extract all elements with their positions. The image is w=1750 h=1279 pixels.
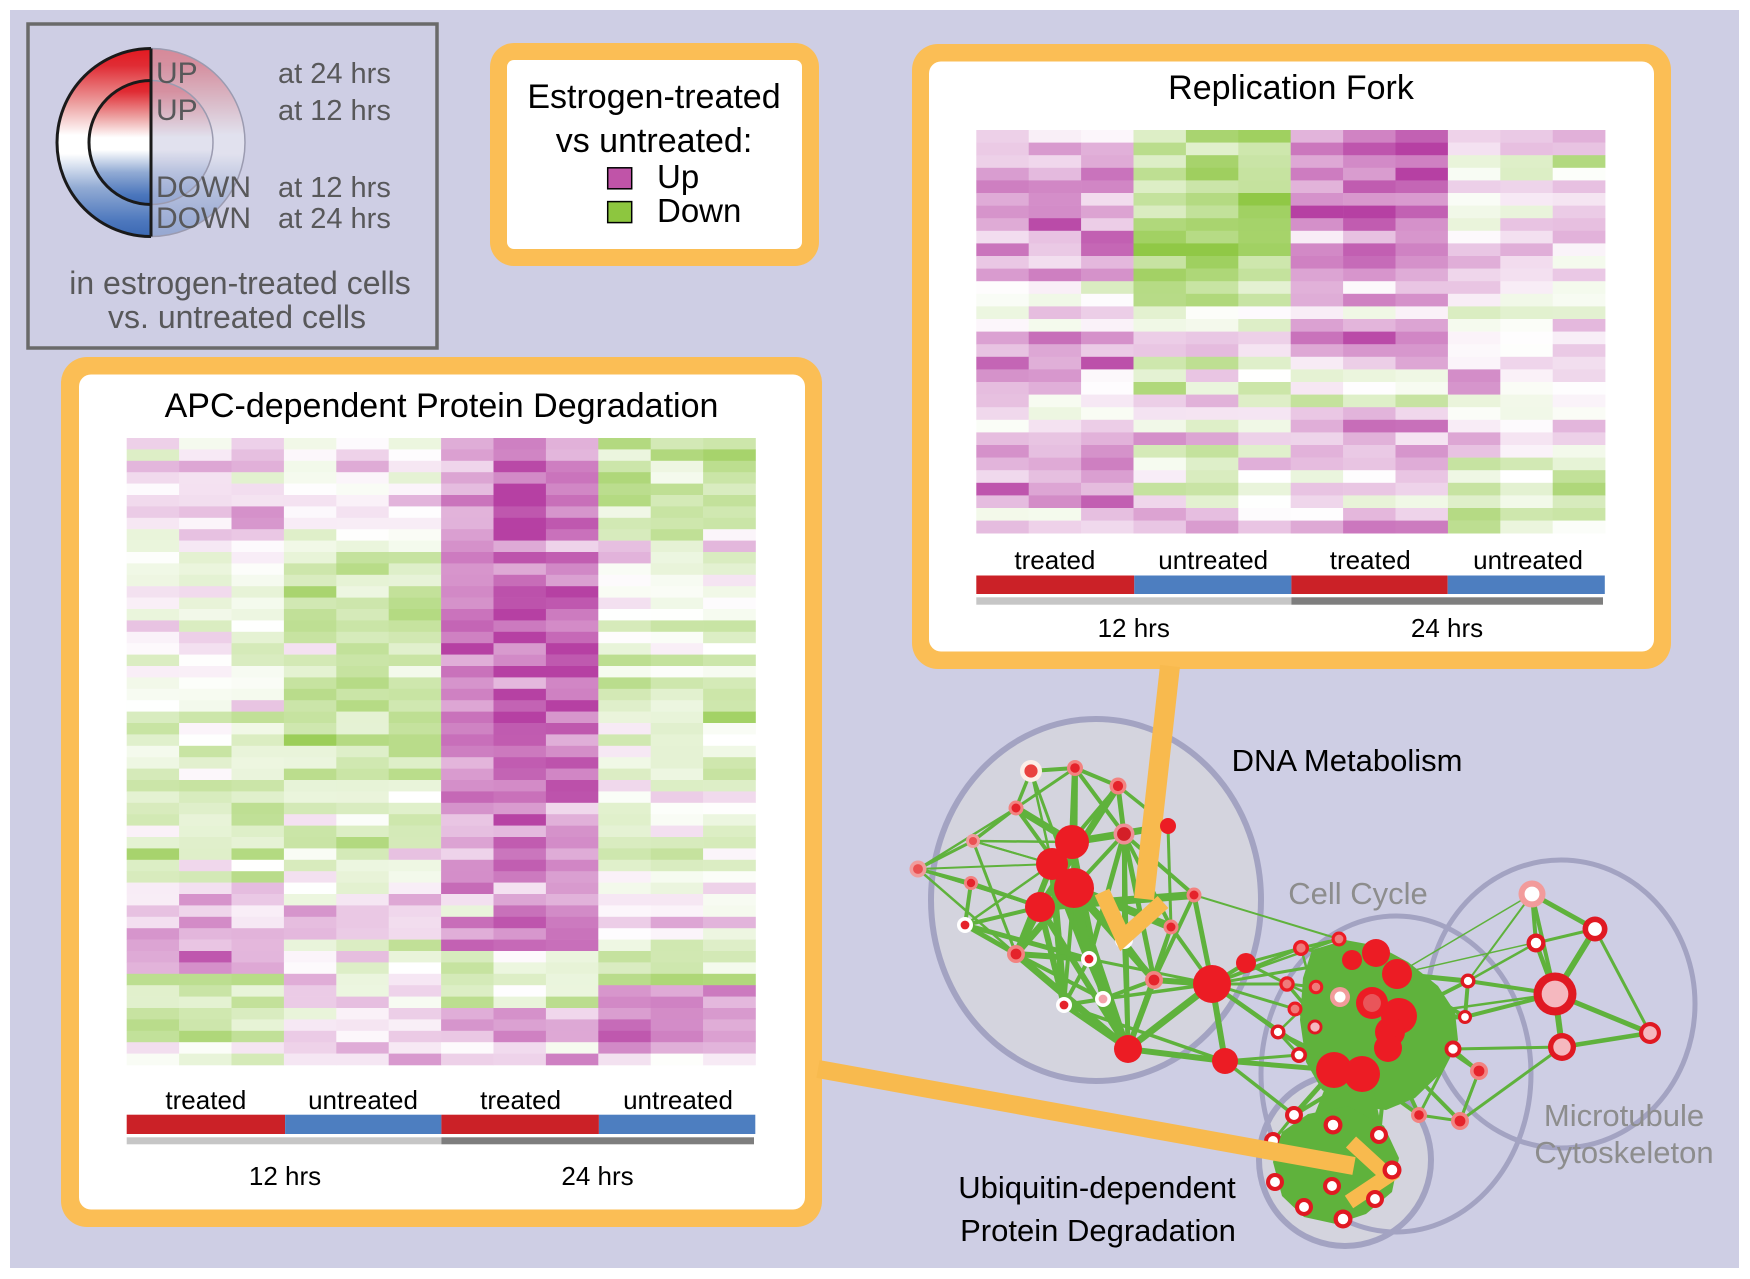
svg-text:untreated: untreated <box>1158 545 1268 575</box>
svg-text:Microtubule: Microtubule <box>1544 1098 1704 1133</box>
svg-text:Down: Down <box>657 192 741 229</box>
svg-text:Cytoskeleton: Cytoskeleton <box>1534 1135 1713 1170</box>
svg-text:Estrogen-treated: Estrogen-treated <box>527 78 780 116</box>
svg-text:DNA Metabolism: DNA Metabolism <box>1232 743 1463 778</box>
svg-text:12 hrs: 12 hrs <box>249 1161 321 1191</box>
svg-text:untreated: untreated <box>308 1085 418 1115</box>
svg-text:untreated: untreated <box>623 1085 733 1115</box>
svg-text:APC-dependent Protein Degradat: APC-dependent Protein Degradation <box>165 387 719 425</box>
svg-text:treated: treated <box>1014 545 1095 575</box>
svg-text:treated: treated <box>1330 545 1411 575</box>
svg-text:at 12 hrs: at 12 hrs <box>278 172 391 204</box>
svg-text:untreated: untreated <box>1473 545 1583 575</box>
svg-text:treated: treated <box>165 1085 246 1115</box>
svg-text:Up: Up <box>657 158 699 195</box>
svg-text:Replication Fork: Replication Fork <box>1168 69 1415 107</box>
svg-text:12 hrs: 12 hrs <box>1098 613 1170 643</box>
svg-text:UP: UP <box>156 94 198 127</box>
svg-text:vs. untreated cells: vs. untreated cells <box>108 299 366 335</box>
svg-text:DOWN: DOWN <box>156 202 251 235</box>
svg-text:at 12 hrs: at 12 hrs <box>278 95 391 127</box>
svg-text:at 24 hrs: at 24 hrs <box>278 58 391 90</box>
svg-text:24 hrs: 24 hrs <box>1411 613 1483 643</box>
svg-text:Cell Cycle: Cell Cycle <box>1288 876 1428 911</box>
svg-text:Protein Degradation: Protein Degradation <box>960 1213 1236 1248</box>
svg-text:vs untreated:: vs untreated: <box>556 122 753 160</box>
svg-text:24 hrs: 24 hrs <box>561 1161 633 1191</box>
svg-text:treated: treated <box>480 1085 561 1115</box>
svg-text:DOWN: DOWN <box>156 171 251 204</box>
svg-text:in estrogen-treated cells: in estrogen-treated cells <box>69 265 411 301</box>
svg-text:UP: UP <box>156 57 198 90</box>
svg-text:at 24 hrs: at 24 hrs <box>278 203 391 235</box>
svg-text:Ubiquitin-dependent: Ubiquitin-dependent <box>958 1170 1236 1205</box>
